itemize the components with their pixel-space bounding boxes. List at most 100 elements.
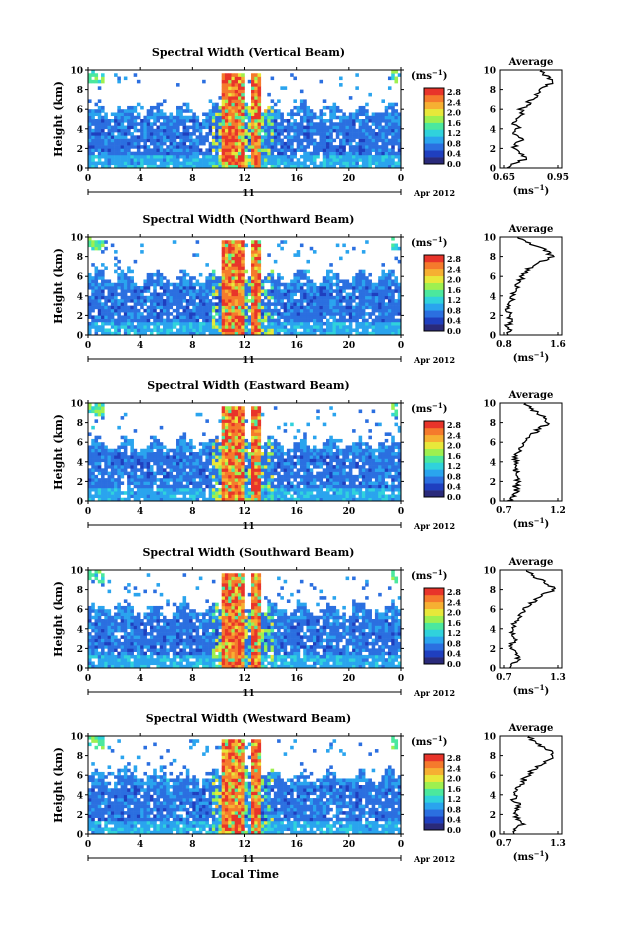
heatmap-cell	[179, 132, 183, 136]
heatmap-cell	[247, 305, 252, 310]
heatmap-cell	[221, 286, 226, 290]
heatmap-cell	[234, 115, 239, 120]
heatmap-cell	[322, 164, 327, 169]
heatmap-cell	[299, 102, 304, 107]
heatmap-cell	[247, 468, 252, 472]
heatmap-cell	[290, 487, 294, 492]
heatmap-cell	[273, 468, 278, 472]
heatmap-cell	[283, 328, 288, 333]
heatmap-cell	[397, 128, 402, 133]
heatmap-cell	[114, 269, 118, 274]
heatmap-cell	[306, 494, 311, 499]
heatmap-cell	[368, 331, 372, 336]
heatmap-cell	[205, 122, 209, 126]
heatmap-cell	[267, 442, 271, 446]
heatmap-cell	[110, 292, 115, 297]
heatmap-cell	[205, 125, 209, 130]
heatmap-cell	[254, 471, 258, 476]
heatmap-cell	[110, 161, 115, 166]
heatmap-cell	[270, 481, 275, 485]
heatmap-cell	[136, 494, 141, 499]
heatmap-cell	[267, 161, 271, 166]
heatmap-cell	[172, 164, 177, 169]
heatmap-cell	[130, 438, 134, 443]
heatmap-cell	[189, 132, 193, 136]
heatmap-cell	[237, 250, 242, 254]
heatmap-cell	[296, 325, 301, 329]
heatmap-cell	[176, 292, 180, 297]
heatmap-cell	[156, 331, 161, 336]
heatmap-cell	[244, 481, 249, 485]
heatmap-cell	[228, 148, 232, 152]
heatmap-cell	[202, 305, 206, 310]
heatmap-cell	[251, 161, 255, 166]
heatmap-cell	[192, 289, 196, 293]
heatmap-cell	[277, 299, 281, 303]
heatmap-cell	[101, 468, 105, 472]
heatmap-cell	[254, 468, 258, 472]
heatmap-cell	[166, 315, 170, 319]
heatmap-cell	[202, 158, 206, 162]
heatmap-cell	[296, 331, 301, 336]
heatmap-cell	[244, 448, 249, 453]
heatmap-cell	[195, 487, 200, 492]
heatmap-cell	[391, 272, 395, 277]
heatmap-cell	[247, 331, 252, 336]
heatmap-cell	[244, 105, 249, 110]
heatmap-cell	[329, 312, 333, 316]
heatmap-cell	[384, 122, 389, 126]
heatmap-cell	[172, 318, 177, 323]
heatmap-cell	[192, 145, 196, 149]
heatmap-cell	[231, 112, 236, 117]
heatmap-cell	[117, 425, 121, 430]
heatmap-cell	[94, 331, 99, 336]
heatmap-cell	[286, 154, 291, 159]
heatmap-cell	[169, 318, 174, 323]
heatmap-cell	[218, 158, 222, 162]
heatmap-cell	[251, 406, 255, 410]
heatmap-cell	[254, 458, 258, 463]
heatmap-cell	[88, 409, 92, 414]
heatmap-cell	[241, 416, 245, 420]
heatmap-cell	[247, 321, 252, 326]
heatmap-cell	[221, 276, 226, 280]
heatmap-cell	[208, 161, 213, 166]
heatmap-cell	[228, 272, 232, 277]
heatmap-cell	[228, 315, 232, 319]
heatmap-cell	[257, 269, 262, 274]
heatmap-cell	[299, 445, 304, 450]
heatmap-cell	[159, 445, 164, 450]
heatmap-cell	[221, 282, 226, 287]
heatmap-cell	[153, 455, 157, 459]
heatmap-cell	[283, 158, 288, 162]
heatmap-cell	[254, 266, 258, 270]
heatmap-cell	[244, 308, 249, 313]
heatmap-cell	[273, 154, 278, 159]
heatmap-cell	[254, 148, 258, 152]
heatmap-cell	[133, 73, 138, 77]
heatmap-cell	[293, 276, 297, 280]
heatmap-cell	[123, 318, 128, 323]
heatmap-cell	[277, 442, 281, 446]
heatmap-cell	[149, 328, 154, 333]
heatmap-cell	[143, 471, 147, 476]
heatmap-cell	[368, 119, 372, 123]
heatmap-cell	[136, 299, 141, 303]
heatmap-cell	[218, 96, 222, 100]
heatmap-cell	[293, 448, 297, 453]
heatmap-cell	[231, 99, 236, 103]
heatmap-cell	[130, 154, 134, 159]
heatmap-cell	[149, 484, 154, 489]
heatmap-cell	[185, 128, 190, 133]
heatmap-cell	[355, 315, 359, 319]
heatmap-cell	[251, 412, 255, 417]
heatmap-cell	[326, 328, 330, 333]
heatmap-cell	[234, 282, 239, 287]
heatmap-cell	[91, 305, 95, 310]
heatmap-cell	[234, 125, 239, 130]
heatmap-cell	[241, 455, 245, 459]
heatmap-cell	[221, 416, 226, 420]
heatmap-cell	[299, 442, 304, 446]
heatmap-cell	[146, 497, 151, 502]
heatmap-cell	[231, 289, 236, 293]
